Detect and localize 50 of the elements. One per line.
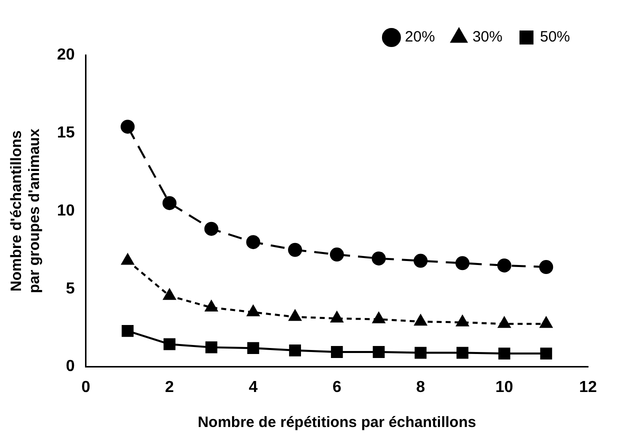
y-axis-title: Nombre d'échantillons par groupes d'animaux <box>8 128 44 294</box>
point <box>414 314 427 326</box>
point <box>498 348 510 360</box>
point <box>120 120 135 134</box>
point <box>540 316 552 328</box>
point <box>540 348 552 360</box>
point <box>372 312 385 324</box>
point <box>205 300 218 312</box>
point <box>498 316 510 328</box>
point <box>288 242 302 257</box>
point <box>372 346 385 358</box>
legend-label: 50% <box>540 28 570 46</box>
legend-label: 20% <box>404 28 435 46</box>
point <box>539 260 554 274</box>
x-axis-title: Nombre de répétitions par échantillons <box>198 414 476 432</box>
point <box>247 305 260 316</box>
y-tick-label: 0 <box>66 358 75 376</box>
point <box>456 346 468 359</box>
point <box>414 346 427 359</box>
point <box>162 196 176 210</box>
point <box>246 235 260 250</box>
point <box>455 256 470 270</box>
point <box>247 342 260 354</box>
point <box>330 346 343 358</box>
point <box>497 258 512 272</box>
point <box>164 338 176 350</box>
y-tick-label: 20 <box>57 46 75 64</box>
legend-label: 30% <box>472 28 502 46</box>
point <box>289 344 301 356</box>
x-tick-label: 2 <box>165 378 174 396</box>
point <box>330 248 344 262</box>
x-tick-label: 4 <box>248 378 258 396</box>
point <box>330 311 344 322</box>
x-tick-label: 10 <box>495 378 514 396</box>
point <box>205 341 218 354</box>
y-tick-label: 10 <box>57 202 75 220</box>
x-tick-label: 8 <box>416 378 426 396</box>
x-tick-label: 0 <box>81 378 90 396</box>
point <box>163 288 176 300</box>
y-tick-label: 15 <box>57 124 75 142</box>
x-tick-label: 6 <box>332 378 342 396</box>
point <box>204 222 218 236</box>
point <box>288 310 302 321</box>
point <box>122 324 134 337</box>
point <box>414 254 428 268</box>
point <box>121 254 134 265</box>
x-tick-label: 12 <box>579 378 597 396</box>
point <box>456 315 469 326</box>
point <box>372 251 386 266</box>
y-tick-label: 5 <box>66 280 75 298</box>
